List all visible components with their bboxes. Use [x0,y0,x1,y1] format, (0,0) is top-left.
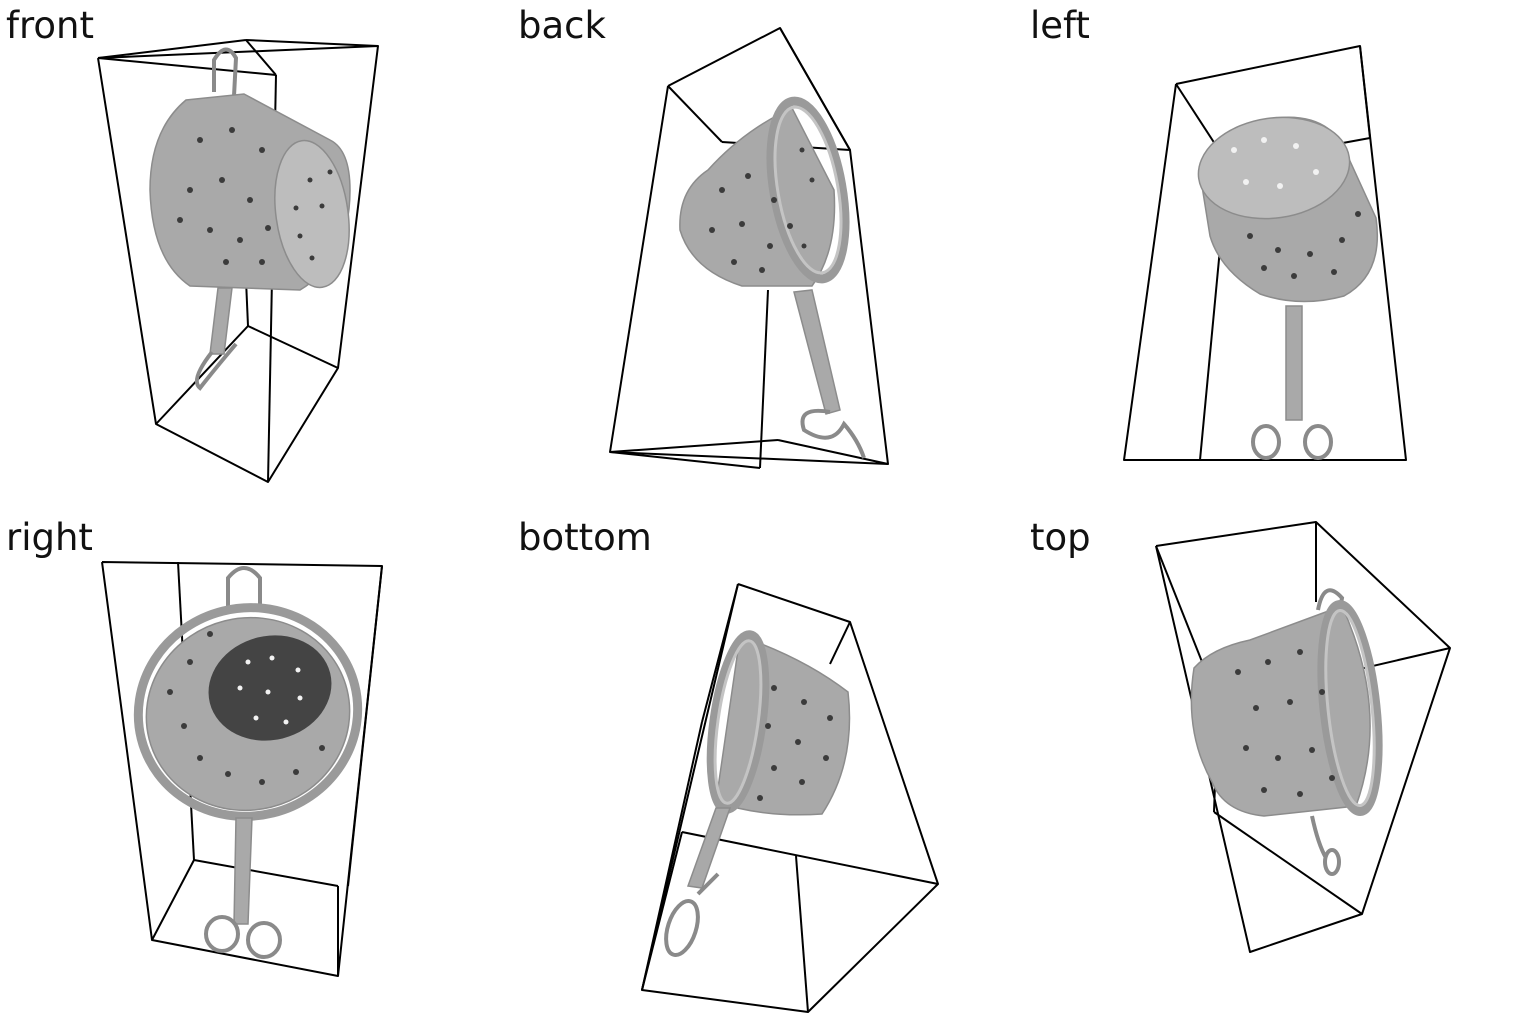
view-panel-left: left [1024,0,1536,512]
view-label: bottom [518,516,652,559]
view-label: left [1030,4,1090,47]
bounding-box [641,583,939,1013]
view-panel-front: front [0,0,512,512]
view-panel-back: back [512,0,1024,512]
holes [1231,137,1361,279]
colander-render-right [101,561,383,977]
holes [1235,649,1335,797]
view-panel-bottom: bottom [512,512,1024,1024]
colander-render-top [1155,521,1451,953]
holes [177,127,333,265]
view-panel-right: right [0,512,512,1024]
view-label: front [6,4,95,47]
colander-render-bottom [641,583,939,1013]
bounding-box [101,561,383,977]
holes [757,685,833,801]
view-panel-top: top [1024,512,1536,1024]
view-label: right [6,516,93,559]
holes [167,631,325,785]
holes [709,147,815,273]
colander-render-left [1123,45,1407,461]
view-label: back [518,4,606,47]
colander-render-front [97,39,379,483]
colander-render-back [609,27,889,469]
view-label: top [1030,516,1091,559]
